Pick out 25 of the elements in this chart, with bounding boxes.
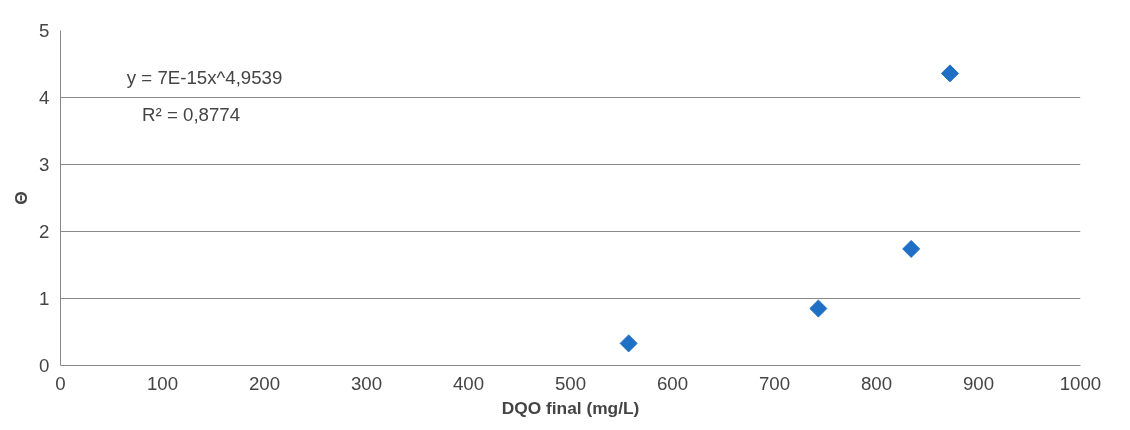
point xyxy=(809,299,828,318)
y-tick-label: 0 xyxy=(39,355,50,376)
y-tick-label: 2 xyxy=(39,221,50,242)
y-tick-label: 5 xyxy=(39,20,50,41)
y-tick-label: 1 xyxy=(39,288,50,309)
annotation: R² = 0,8774 xyxy=(142,103,241,125)
x-tick-label: 200 xyxy=(248,372,281,394)
x-tick-label: 100 xyxy=(146,372,179,394)
y-tick-label: 3 xyxy=(39,154,50,175)
x-tick-label: 1000 xyxy=(1059,372,1102,394)
x-tick-label: 0 xyxy=(55,372,66,394)
point xyxy=(902,239,921,258)
point xyxy=(940,64,959,83)
x-tick-label: 600 xyxy=(656,372,689,394)
x-tick-label: 500 xyxy=(554,372,587,394)
annotation: y = 7E-15x^4,9539 xyxy=(126,66,283,88)
x-tick-label: 800 xyxy=(860,372,893,394)
x-tick-label: 300 xyxy=(350,372,383,394)
x-tick-label: 700 xyxy=(758,372,791,394)
x-tick-label: 400 xyxy=(452,372,485,394)
x-tick-label: 900 xyxy=(962,372,995,394)
x-axis-title: DQO final (mg/L) xyxy=(501,397,640,418)
point xyxy=(619,334,638,353)
y-axis-title: Θ xyxy=(11,191,32,205)
y-tick-label: 4 xyxy=(39,87,50,108)
